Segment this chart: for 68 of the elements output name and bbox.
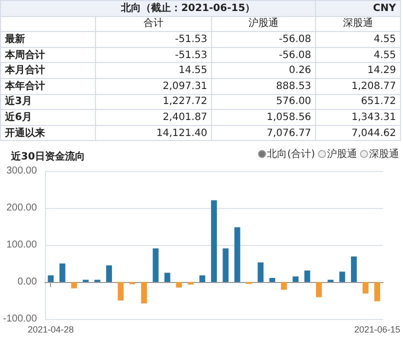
text: 1,227.72 — [162, 96, 208, 108]
bar — [281, 282, 287, 290]
bar — [188, 282, 194, 285]
category-label: 本周合计 — [5, 50, 45, 61]
text: 651.72 — [361, 96, 396, 108]
bar — [199, 275, 206, 282]
text: 2,401.87 — [162, 112, 208, 123]
text: 0.26 — [288, 65, 312, 76]
category-label: 开通以来 — [5, 128, 45, 139]
bar — [304, 270, 310, 282]
bar — [118, 282, 124, 300]
bar — [269, 278, 276, 282]
y-tick-label: 300.00 — [6, 166, 38, 176]
text: 14.29 — [367, 65, 396, 76]
bar — [258, 262, 264, 282]
text: 深股通 — [368, 148, 399, 161]
category-label: 本月合计 — [5, 65, 45, 76]
text: 北向（截止：2021-06-15） — [0, 0, 316, 16]
bar — [362, 282, 368, 294]
category-label: 最新 — [5, 34, 25, 45]
text: -56.08 — [278, 50, 312, 61]
bar — [222, 248, 229, 282]
bar — [176, 282, 182, 288]
bar — [339, 272, 346, 282]
bar — [106, 265, 112, 282]
text: -51.53 — [175, 50, 208, 61]
y-tick-label: 0.00 — [17, 276, 38, 288]
y-tick-label: 200.00 — [6, 202, 38, 214]
bar — [71, 282, 77, 288]
category-label: 近3月 — [5, 96, 32, 108]
category-label: 合计 — [96, 16, 212, 32]
text: 1,058.56 — [266, 112, 312, 123]
text: 7,044.62 — [351, 128, 396, 139]
x-tick-label: 2021-04-28 — [28, 324, 74, 334]
text: 2,097.31 — [162, 80, 208, 92]
text: -56.08 — [278, 34, 312, 45]
text: 576.00 — [276, 96, 312, 108]
text: 888.53 — [276, 80, 312, 92]
text: 4.55 — [374, 50, 396, 61]
chart-title: 近30日资金流向 — [10, 150, 85, 162]
y-tick-label: 100.00 — [6, 240, 38, 250]
bar — [59, 264, 66, 282]
bar — [164, 272, 170, 282]
text: 1,343.31 — [351, 112, 396, 123]
category-label: 深股通 — [316, 16, 400, 32]
bar — [141, 282, 147, 304]
bar — [374, 282, 380, 302]
text: 北向(合计) — [266, 148, 315, 161]
text: 1,208.77 — [351, 80, 396, 92]
text: 7,076.77 — [266, 128, 312, 139]
category-label: 沪股通 — [212, 16, 316, 32]
bar — [48, 275, 54, 282]
category-label: 近6月 — [5, 112, 32, 123]
y-tick-label: -100.00 — [2, 314, 38, 324]
bar — [350, 256, 357, 282]
category-label: 本年合计 — [5, 80, 45, 92]
bar — [152, 248, 159, 282]
text: 4.55 — [374, 34, 396, 45]
x-tick-label: 2021-06-15 — [354, 324, 400, 334]
bar — [234, 227, 240, 282]
text: -51.53 — [175, 34, 208, 45]
text: 14,121.40 — [156, 128, 208, 139]
text: 沪股通 — [326, 148, 357, 161]
text: 14.55 — [178, 65, 208, 76]
bar — [292, 276, 299, 282]
bar — [316, 282, 322, 298]
text: CNY — [316, 0, 400, 16]
bar — [211, 200, 217, 282]
